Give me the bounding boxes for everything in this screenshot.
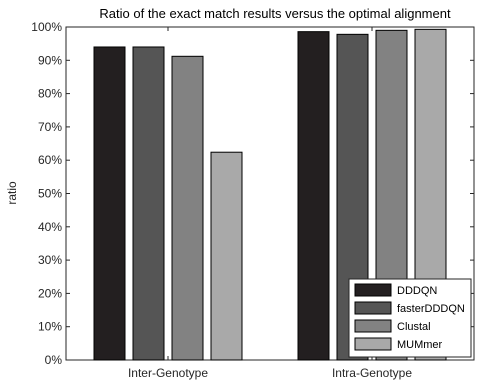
y-tick-label: 90% bbox=[38, 53, 62, 67]
y-tick-label: 40% bbox=[38, 220, 62, 234]
x-tick-label: Inter-Genotype bbox=[128, 366, 208, 380]
bar-mummer-inter-genotype bbox=[210, 151, 243, 361]
legend-swatch bbox=[354, 319, 392, 333]
legend-label: fasterDDDQN bbox=[397, 303, 465, 315]
y-tick-label: 80% bbox=[38, 87, 62, 101]
y-tick-label: 70% bbox=[38, 120, 62, 134]
y-axis-ticks: 0% 10% 20% 30% 40% 50% 60% 70% 80% 90% 100% bbox=[31, 20, 474, 367]
legend-label: Clustal bbox=[397, 321, 431, 333]
bar-dddqn-intra-genotype bbox=[297, 31, 330, 361]
bar-clustal-inter-genotype bbox=[171, 55, 204, 361]
bar-fasterdddqn-inter-genotype bbox=[132, 46, 165, 361]
legend: DDDQN fasterDDDQN Clustal MUMmer bbox=[348, 278, 472, 358]
bar-dddqn-inter-genotype bbox=[93, 46, 126, 361]
legend-swatch bbox=[354, 283, 392, 297]
y-tick-label: 30% bbox=[38, 253, 62, 267]
legend-swatch bbox=[354, 337, 392, 351]
y-tick-label: 20% bbox=[38, 286, 62, 300]
x-axis-labels: Inter-Genotype Intra-Genotype bbox=[128, 27, 412, 380]
y-tick-label: 10% bbox=[38, 320, 62, 334]
y-tick-label: 0% bbox=[45, 353, 63, 367]
y-tick-label: 50% bbox=[38, 187, 62, 201]
chart-title: Ratio of the exact match results versus … bbox=[99, 6, 451, 21]
legend-swatch bbox=[354, 301, 392, 315]
legend-label: MUMmer bbox=[397, 339, 443, 351]
legend-label: DDDQN bbox=[397, 285, 437, 297]
y-axis-label: ratio bbox=[5, 181, 19, 205]
y-tick-label: 100% bbox=[31, 20, 62, 34]
y-tick-label: 60% bbox=[38, 153, 62, 167]
x-tick-label: Intra-Genotype bbox=[332, 366, 412, 380]
